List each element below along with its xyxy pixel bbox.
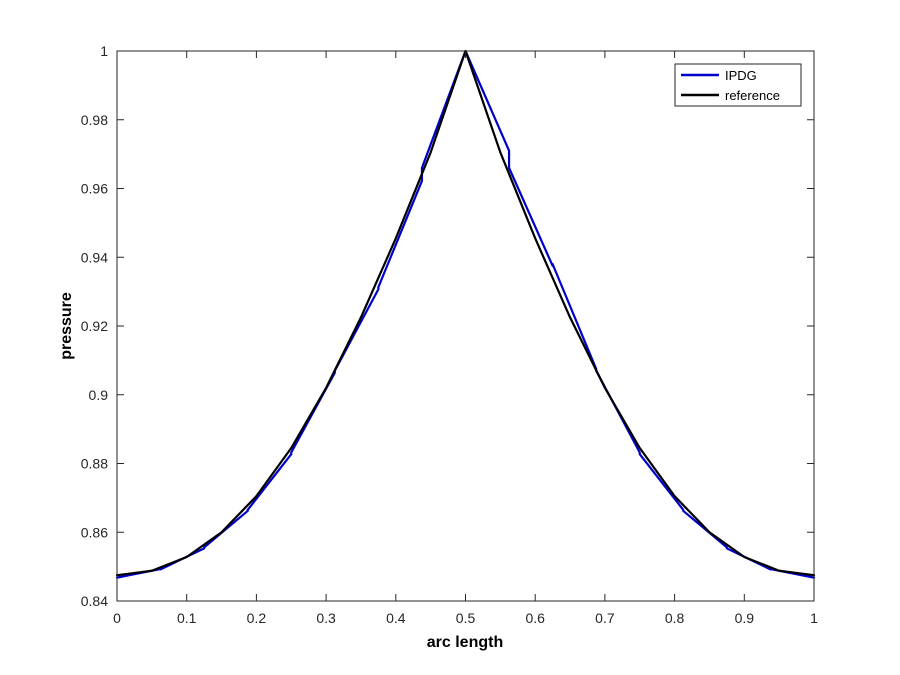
y-tick-label: 1 bbox=[100, 43, 108, 59]
y-tick-label: 0.88 bbox=[81, 456, 108, 472]
legend-entry-label: reference bbox=[725, 88, 780, 103]
y-tick-label: 0.96 bbox=[81, 181, 108, 197]
axes: 0 0.1 0.2 0.3 0.4 0.5 0.6 0.7 0.8 0.9 1 0.84 0.86 0.8… bbox=[81, 43, 818, 626]
x-axis-title: arc length bbox=[427, 634, 503, 651]
x-tick-label: 0.5 bbox=[456, 610, 476, 626]
y-tick-label: 0.94 bbox=[81, 249, 108, 265]
x-tick-label: 0.1 bbox=[177, 610, 197, 626]
x-tick-label: 0.7 bbox=[595, 610, 615, 626]
legend-box bbox=[674, 63, 802, 107]
y-tick-label: 0.98 bbox=[81, 112, 108, 128]
x-tick-label: 0.2 bbox=[247, 610, 267, 626]
y-tick-label: 0.9 bbox=[89, 387, 109, 403]
x-tick-label: 0.8 bbox=[665, 610, 685, 626]
x-tick-label: 0 bbox=[113, 610, 121, 626]
y-tick-label: 0.86 bbox=[81, 524, 108, 540]
y-tick-label: 0.92 bbox=[81, 318, 108, 334]
legend: IPDG reference bbox=[674, 63, 802, 107]
legend-entry-label: IPDG bbox=[725, 68, 757, 83]
y-axis-title: pressure bbox=[58, 292, 75, 360]
x-tick-label: 0.6 bbox=[525, 610, 545, 626]
x-tick-label: 0.3 bbox=[316, 610, 336, 626]
x-tick-label: 0.9 bbox=[735, 610, 755, 626]
x-tick-label: 1 bbox=[810, 610, 818, 626]
y-tick-label: 0.84 bbox=[81, 593, 108, 609]
x-tick-label: 0.4 bbox=[386, 610, 406, 626]
